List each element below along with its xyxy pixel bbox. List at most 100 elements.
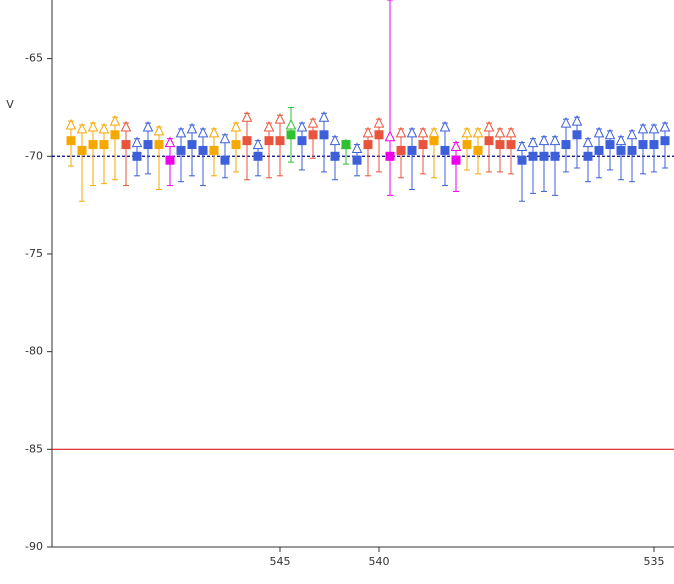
upper-marker [417,126,429,138]
y-tick-label: -70 [25,149,43,162]
value-marker [99,140,109,150]
value-marker [473,145,483,155]
upper-marker [395,126,407,138]
value-marker [583,151,593,161]
upper-marker [329,134,341,146]
upper-marker [285,118,297,130]
value-marker [451,155,461,165]
upper-marker [230,120,242,132]
value-marker [462,140,472,150]
upper-marker [582,136,594,148]
upper-marker [384,130,396,142]
value-marker [572,130,582,140]
x-tick-label: 540 [369,555,390,568]
upper-marker [516,140,528,152]
value-marker [495,140,505,150]
value-marker [88,140,98,150]
value-marker [429,136,439,146]
value-marker [242,136,252,146]
upper-marker [109,115,121,126]
value-marker [517,155,527,165]
y-tick-label: -65 [25,52,43,65]
upper-marker [538,134,550,146]
value-marker [539,151,549,161]
upper-marker [131,136,143,148]
value-marker [649,140,659,150]
upper-marker [648,122,660,134]
y-tick-label: -75 [25,247,43,260]
upper-marker [318,111,330,122]
value-marker [209,145,219,155]
upper-marker [241,111,253,122]
value-marker [627,145,637,155]
upper-marker [406,126,418,138]
y-axis-label: V [6,98,14,111]
value-marker [352,155,362,165]
value-marker [385,151,395,161]
x-tick-label: 545 [270,555,291,568]
value-marker [396,145,406,155]
upper-marker [307,116,319,128]
y-tick-label: -80 [25,345,43,358]
upper-marker [439,120,451,132]
upper-marker [604,128,616,140]
value-marker [231,140,241,150]
upper-marker [571,115,583,126]
upper-marker [65,118,77,130]
value-marker [374,130,384,140]
upper-marker [87,120,99,132]
value-marker [187,140,197,150]
value-marker [275,136,285,146]
value-marker [143,140,153,150]
upper-marker [637,122,649,134]
value-marker [165,155,175,165]
upper-marker [549,134,561,146]
value-marker [594,145,604,155]
y-tick-label: -85 [25,442,43,455]
upper-marker [362,126,374,138]
value-marker [154,140,164,150]
value-marker [506,140,516,150]
upper-marker [351,142,363,153]
upper-marker [560,116,572,128]
upper-marker [659,120,671,132]
value-marker [66,136,76,146]
value-marker [297,136,307,146]
upper-marker [76,122,88,134]
x-tick-label: 535 [644,555,665,568]
upper-marker [483,120,495,132]
upper-marker [615,134,627,146]
upper-marker [472,126,484,138]
y-tick-label: -90 [25,540,43,553]
value-marker [77,145,87,155]
upper-marker [494,126,506,138]
upper-marker [186,122,198,134]
upper-marker [153,124,165,136]
upper-marker [164,136,176,148]
upper-marker [428,126,440,138]
value-marker [308,130,318,140]
upper-marker [527,136,539,148]
value-marker [550,151,560,161]
value-marker [561,140,571,150]
value-marker [660,136,670,146]
upper-marker [626,128,638,140]
upper-marker [450,140,462,152]
value-marker [528,151,538,161]
upper-marker [219,132,231,144]
upper-marker [98,122,110,134]
upper-marker [263,120,275,132]
value-marker [638,140,648,150]
upper-marker [175,126,187,138]
value-marker [363,140,373,150]
value-marker [110,130,120,140]
upper-marker [461,126,473,138]
upper-marker [197,126,209,138]
upper-marker [373,116,385,128]
value-marker [330,151,340,161]
value-marker [198,145,208,155]
value-marker [132,151,142,161]
value-marker [220,155,230,165]
value-marker [407,145,417,155]
